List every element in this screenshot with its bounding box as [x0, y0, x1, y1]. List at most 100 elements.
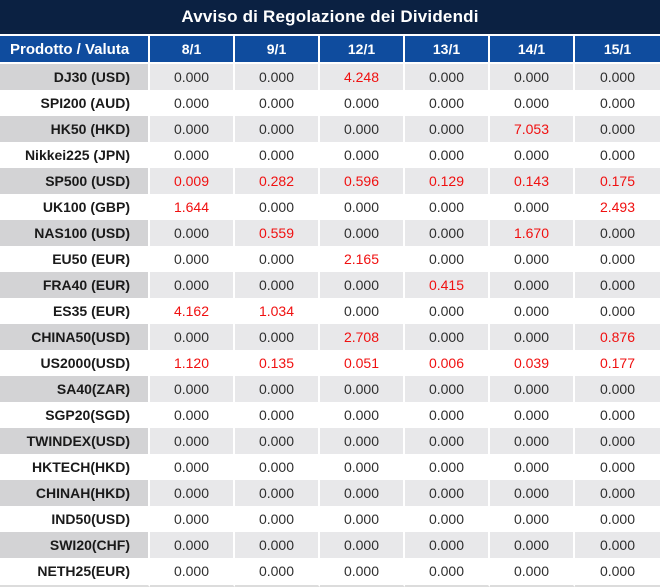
dividend-value-cell: 0.000 — [320, 193, 405, 220]
dividend-value-cell: 0.000 — [490, 375, 575, 402]
dividend-value-cell: 0.000 — [575, 64, 660, 90]
product-cell: HKTECH(HKD) — [0, 453, 150, 480]
dividend-value-cell: 0.000 — [235, 531, 320, 558]
dividend-value-cell: 0.129 — [405, 167, 490, 194]
dividend-value-cell: 0.000 — [150, 271, 235, 298]
dividend-value-cell: 0.000 — [490, 271, 575, 298]
dividend-value-cell: 0.000 — [235, 401, 320, 428]
table-row: NAS100 (USD) 0.000 0.559 0.000 0.000 1.670 0.0… — [0, 219, 660, 246]
dividend-value-cell: 0.000 — [320, 531, 405, 558]
table-row: UK100 (GBP) 1.644 0.000 0.000 0.000 0.000 2.49… — [0, 193, 660, 220]
dividend-value-cell: 0.000 — [235, 245, 320, 272]
dividend-value-cell: 7.053 — [490, 115, 575, 142]
column-header-date-6: 15/1 — [575, 36, 660, 64]
column-header-date-3: 12/1 — [320, 36, 405, 64]
product-cell: ES35 (EUR) — [0, 297, 150, 324]
product-cell: DJ30 (USD) — [0, 64, 150, 90]
product-cell: Nikkei225 (JPN) — [0, 141, 150, 168]
dividend-value-cell: 0.000 — [320, 375, 405, 402]
product-cell: EU50 (EUR) — [0, 245, 150, 272]
dividend-value-cell: 0.000 — [150, 427, 235, 454]
dividend-value-cell: 0.000 — [320, 505, 405, 532]
dividend-value-cell: 0.000 — [575, 245, 660, 272]
table-row: SA40(ZAR) 0.000 0.000 0.000 0.000 0.000 0.000 — [0, 375, 660, 402]
dividend-value-cell: 0.000 — [490, 245, 575, 272]
dividend-value-cell: 0.282 — [235, 167, 320, 194]
column-header-date-5: 14/1 — [490, 36, 575, 64]
dividend-table-body: DJ30 (USD) 0.000 0.000 4.248 0.000 0.000 0.000… — [0, 64, 660, 587]
dividend-table: Prodotto / Valuta 8/1 9/1 12/1 13/1 14/1… — [0, 36, 660, 587]
dividend-value-cell: 0.000 — [405, 64, 490, 90]
product-cell: UK100 (GBP) — [0, 193, 150, 220]
dividend-value-cell: 0.000 — [235, 115, 320, 142]
dividend-value-cell: 0.000 — [405, 297, 490, 324]
dividend-value-cell: 0.006 — [405, 349, 490, 376]
dividend-value-cell: 0.000 — [405, 141, 490, 168]
dividend-value-cell: 0.000 — [150, 479, 235, 506]
dividend-value-cell: 0.000 — [490, 557, 575, 587]
table-row: Nikkei225 (JPN) 0.000 0.000 0.000 0.000 0.000… — [0, 141, 660, 168]
dividend-value-cell: 2.708 — [320, 323, 405, 350]
dividend-value-cell: 0.000 — [490, 141, 575, 168]
product-cell: IND50(USD) — [0, 505, 150, 532]
dividend-value-cell: 0.000 — [405, 505, 490, 532]
dividend-value-cell: 0.000 — [320, 271, 405, 298]
dividend-value-cell: 2.165 — [320, 245, 405, 272]
dividend-value-cell: 0.000 — [320, 557, 405, 587]
product-cell: TWINDEX(USD) — [0, 427, 150, 454]
dividend-value-cell: 0.000 — [575, 375, 660, 402]
product-cell: SPI200 (AUD) — [0, 89, 150, 116]
dividend-value-cell: 0.000 — [405, 115, 490, 142]
dividend-value-cell: 0.000 — [150, 115, 235, 142]
dividend-value-cell: 0.000 — [575, 219, 660, 246]
dividend-value-cell: 0.143 — [490, 167, 575, 194]
dividend-value-cell: 0.000 — [405, 427, 490, 454]
dividend-value-cell: 0.000 — [235, 427, 320, 454]
product-cell: FRA40 (EUR) — [0, 271, 150, 298]
product-cell: HK50 (HKD) — [0, 115, 150, 142]
column-header-date-4: 13/1 — [405, 36, 490, 64]
dividend-value-cell: 0.000 — [405, 323, 490, 350]
dividend-value-cell: 0.000 — [405, 401, 490, 428]
product-cell: SA40(ZAR) — [0, 375, 150, 402]
product-cell: SP500 (USD) — [0, 167, 150, 194]
dividend-value-cell: 0.000 — [235, 375, 320, 402]
table-row: US2000(USD) 1.120 0.135 0.051 0.006 0.039 0.17… — [0, 349, 660, 376]
dividend-value-cell: 0.000 — [575, 297, 660, 324]
table-row: SWI20(CHF) 0.000 0.000 0.000 0.000 0.000 0.000 — [0, 531, 660, 558]
dividend-value-cell: 0.000 — [150, 219, 235, 246]
dividend-value-cell: 0.000 — [150, 64, 235, 90]
dividend-value-cell: 0.000 — [575, 141, 660, 168]
column-header-date-1: 8/1 — [150, 36, 235, 64]
dividend-value-cell: 0.000 — [150, 453, 235, 480]
dividend-value-cell: 0.000 — [320, 115, 405, 142]
dividend-value-cell: 0.000 — [320, 89, 405, 116]
dividend-value-cell: 0.000 — [405, 89, 490, 116]
product-cell: NETH25(EUR) — [0, 557, 150, 587]
table-row: TWINDEX(USD) 0.000 0.000 0.000 0.000 0.000 0.0… — [0, 427, 660, 454]
product-cell: SWI20(CHF) — [0, 531, 150, 558]
dividend-value-cell: 0.000 — [575, 401, 660, 428]
table-header-row: Prodotto / Valuta 8/1 9/1 12/1 13/1 14/1… — [0, 36, 660, 64]
dividend-value-cell: 0.000 — [235, 89, 320, 116]
dividend-value-cell: 0.000 — [490, 323, 575, 350]
dividend-value-cell: 0.000 — [490, 401, 575, 428]
dividend-value-cell: 4.248 — [320, 64, 405, 90]
dividend-value-cell: 0.000 — [235, 64, 320, 90]
dividend-value-cell: 0.039 — [490, 349, 575, 376]
dividend-value-cell: 0.000 — [575, 427, 660, 454]
dividend-value-cell: 0.000 — [150, 531, 235, 558]
dividend-value-cell: 0.009 — [150, 167, 235, 194]
dividend-value-cell: 0.000 — [490, 64, 575, 90]
title-bar: Avviso di Regolazione dei Dividendi — [0, 0, 660, 36]
dividend-value-cell: 0.000 — [235, 453, 320, 480]
table-row: CHINAH(HKD) 0.000 0.000 0.000 0.000 0.000 0.00… — [0, 479, 660, 506]
dividend-value-cell: 0.000 — [490, 297, 575, 324]
table-row: HK50 (HKD) 0.000 0.000 0.000 0.000 7.053 0.000 — [0, 115, 660, 142]
dividend-value-cell: 1.034 — [235, 297, 320, 324]
table-row: EU50 (EUR) 0.000 0.000 2.165 0.000 0.000 0.000 — [0, 245, 660, 272]
dividend-value-cell: 0.000 — [490, 531, 575, 558]
dividend-value-cell: 0.000 — [235, 141, 320, 168]
dividend-value-cell: 2.493 — [575, 193, 660, 220]
